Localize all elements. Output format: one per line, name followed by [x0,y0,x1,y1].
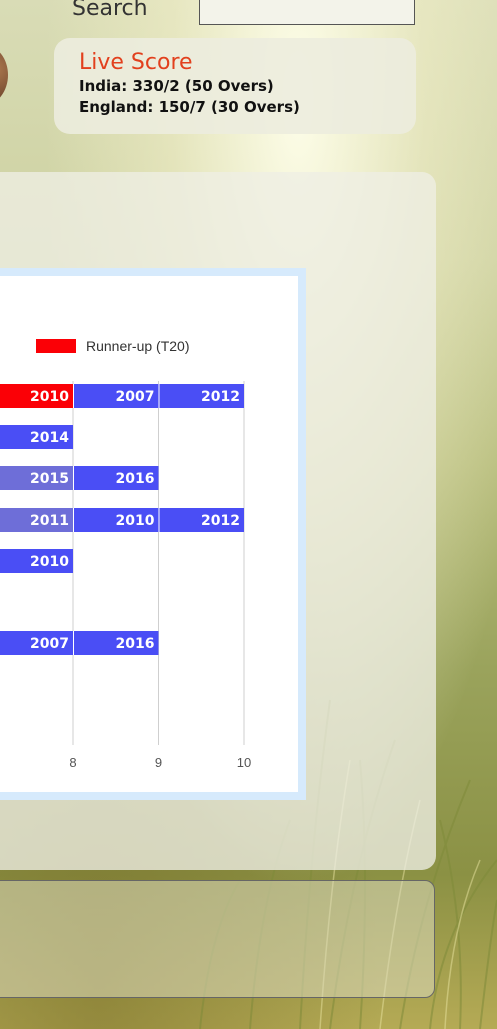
chart-bar-segment [73,384,159,408]
chart-bar-divider [158,384,160,408]
live-score-box: Live Score India: 330/2 (50 Overs) Engla… [54,38,416,134]
chart-svg: 8 9 10 Runner-up (T20) 2010 2007 2012 2014 2015 2… [0,338,251,770]
chart-bar-segment [158,384,244,408]
chart-bar-label: 2007 [116,389,155,405]
chart-bar-label: 2016 [116,471,155,487]
chart-bar-divider [73,466,74,490]
chart-bar-label: 2011 [30,513,69,529]
chart-x-tick-label: 8 [69,755,76,770]
chart-bar-label: 2016 [116,636,155,652]
chart-bar-segment [0,466,73,490]
live-score-title: Live Score [79,50,193,75]
chart-bar-divider [73,631,74,655]
chart-bar-segment [0,508,73,532]
bottom-panel [0,880,435,998]
chart-canvas: 8 9 10 Runner-up (T20) 2010 2007 2012 2014 2015 2… [0,276,298,792]
chart-bar-label: 2014 [30,430,69,446]
chart-legend-swatch [36,339,76,353]
chart-bar-segment [158,508,244,532]
chart-frame: 8 9 10 Runner-up (T20) 2010 2007 2012 2014 2015 2… [0,268,306,800]
chart-bar-divider [73,384,74,408]
chart-bar-label: 2010 [116,513,155,529]
chart-bar-label: 2015 [30,471,69,487]
chart-bar-segment [73,631,159,655]
chart-bar-segment [73,508,159,532]
chart-bar-label: 2012 [201,389,240,405]
chart-legend-label: Runner-up (T20) [86,338,190,354]
chart-x-tick-label: 10 [237,755,251,770]
chart-bar-divider [73,508,74,532]
chart-bar-segment [0,384,73,408]
chart-bar-label: 2012 [201,513,240,529]
chart-bar-label: 2007 [30,636,69,652]
chart-bar-segment [0,425,73,449]
chart-bar-divider [158,508,160,532]
chart-bar-label: 2010 [30,389,69,405]
search-input[interactable] [199,0,415,25]
live-score-line-england: England: 150/7 (30 Overs) [79,98,300,116]
chart-bar-segment [73,466,159,490]
cricket-ball-image [0,45,8,105]
chart-bar-label: 2010 [30,554,69,570]
chart-bar-segment [0,631,73,655]
chart-bar-segment [0,549,73,573]
live-score-line-india: India: 330/2 (50 Overs) [79,77,274,95]
search-label: Search [72,0,148,21]
chart-x-tick-label: 9 [155,755,162,770]
